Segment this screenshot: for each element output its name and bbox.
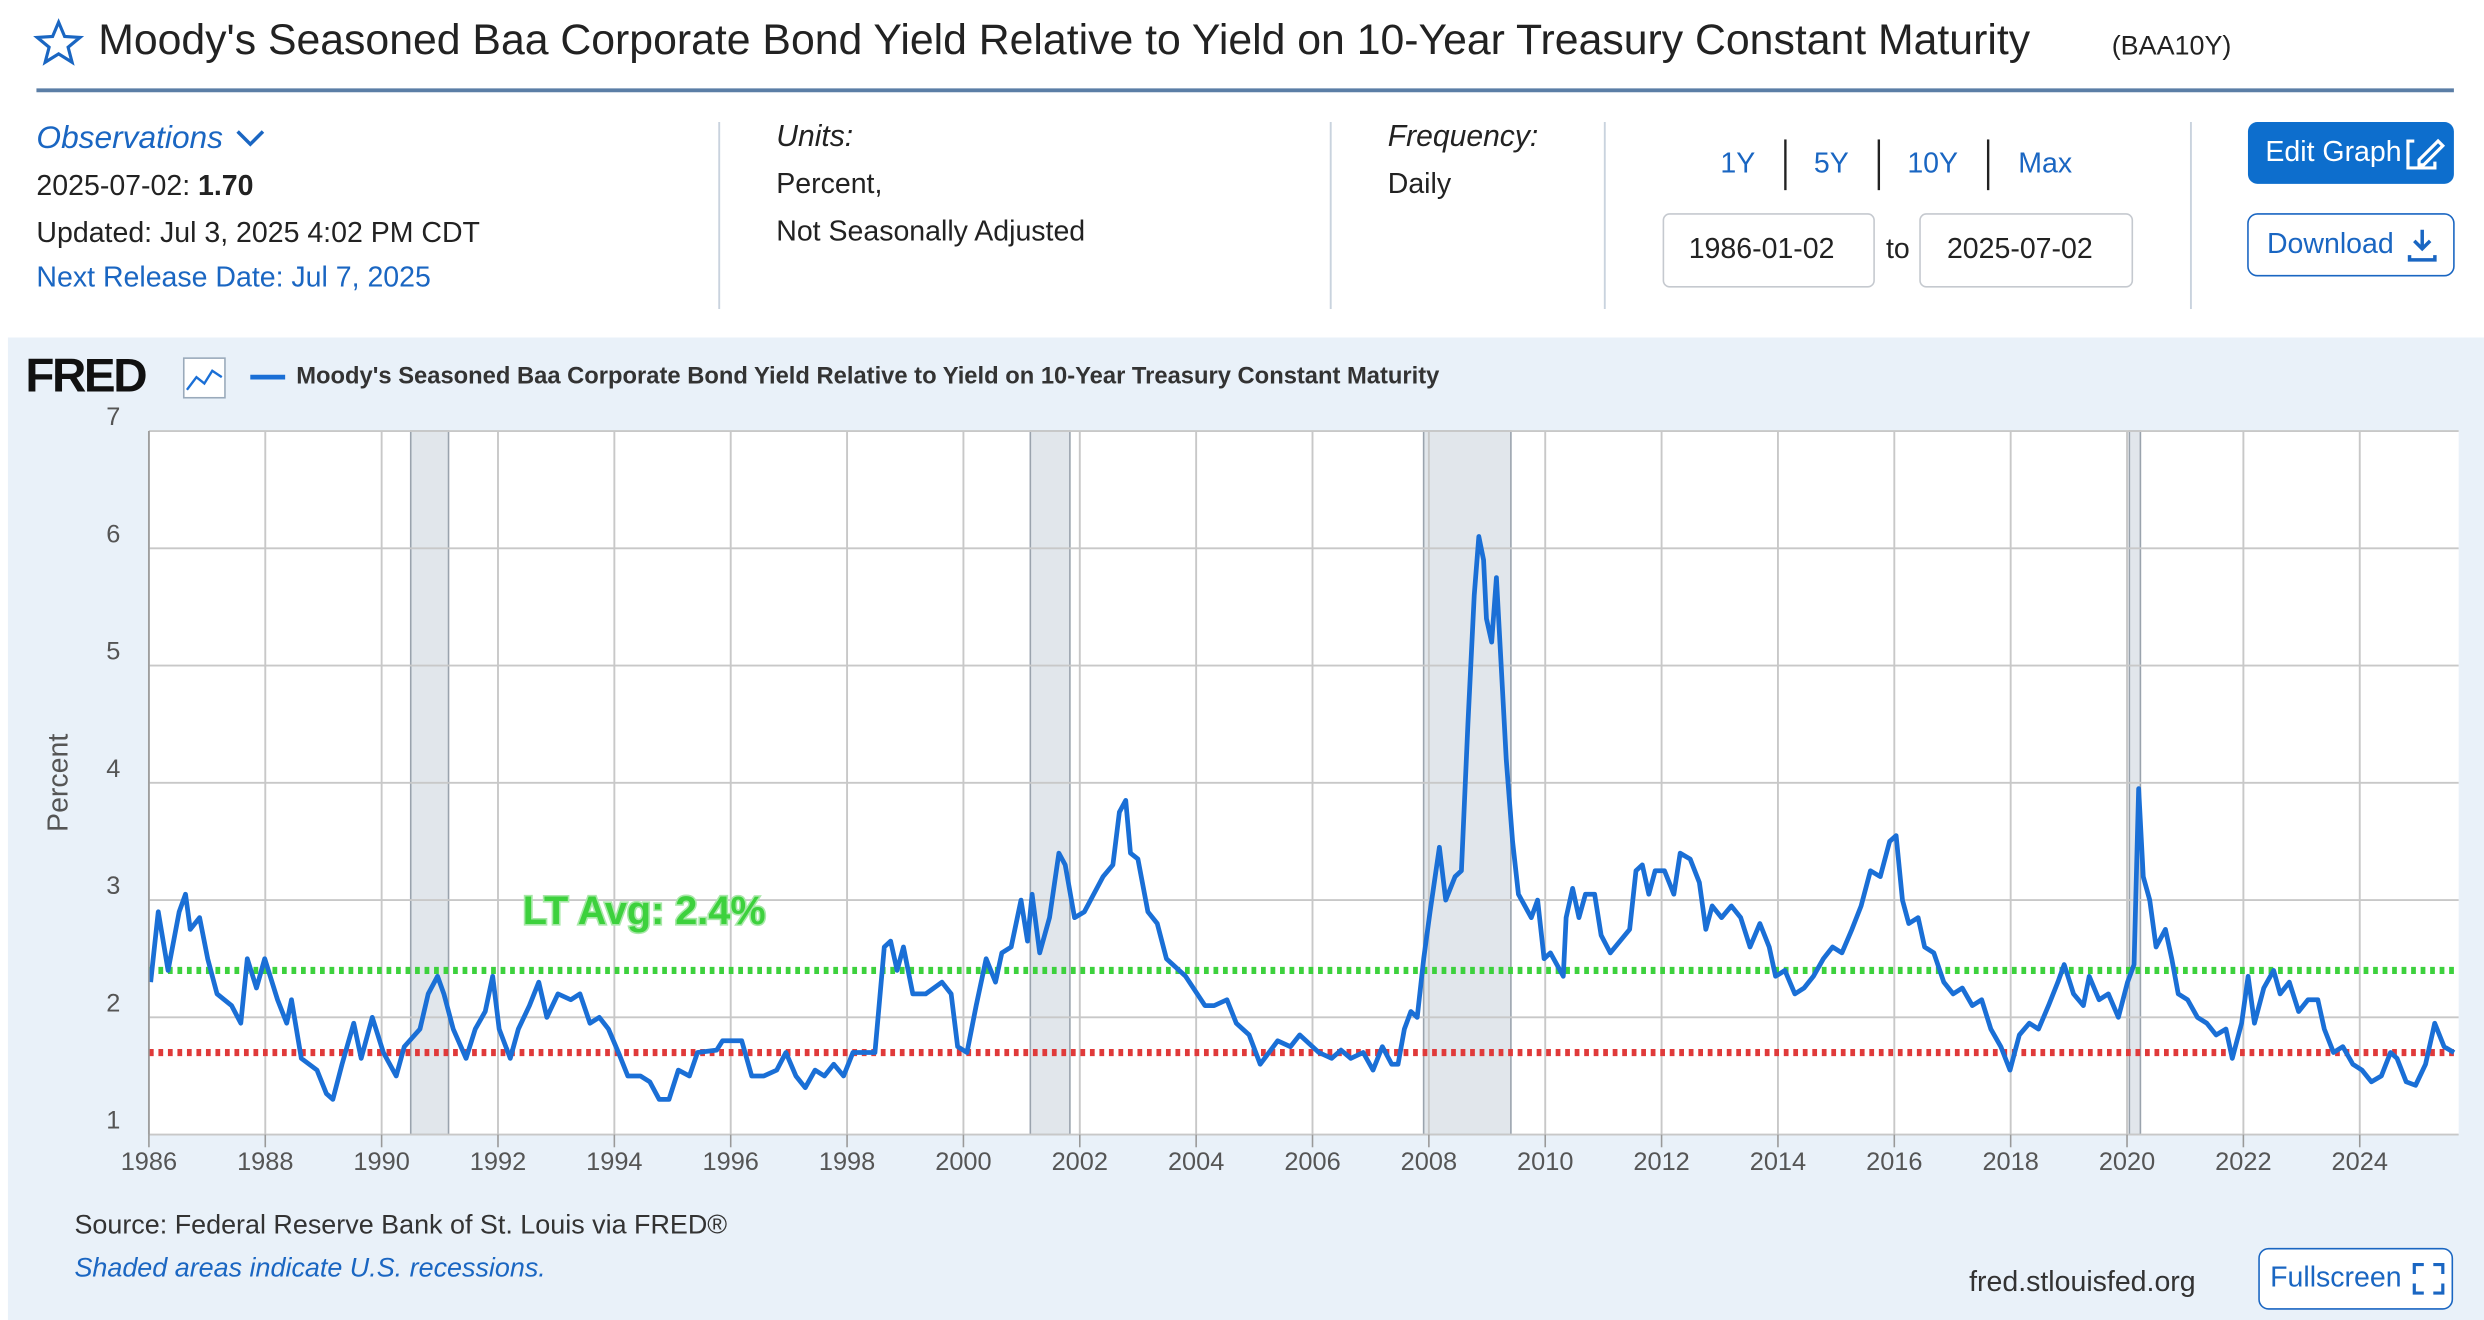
x-tick-label: 2020 (2099, 1148, 2155, 1176)
logo-icon (182, 357, 226, 399)
x-tick-label: 2024 (2332, 1148, 2388, 1176)
range-button[interactable]: 10Y (1907, 147, 1958, 179)
site[interactable]: fred.stlouisfed.org (1969, 1266, 2196, 1298)
start-date: 1986-01-02 (1689, 233, 1835, 265)
observation: 2025-07-02: 1.70 (36, 170, 253, 202)
units-label: Units: (776, 120, 853, 153)
fullscreen-icon (2412, 1262, 2445, 1295)
download-label: Download (2267, 228, 2394, 260)
favorite-star[interactable] (33, 18, 85, 66)
observation-date: 2025-07-02: (36, 170, 190, 202)
x-tick-label: 2004 (1168, 1148, 1224, 1176)
x-tick-label: 1988 (237, 1148, 293, 1176)
page-title: Moody's Seasoned Baa Corporate Bond Yiel… (98, 16, 2031, 64)
y-tick-label: 2 (106, 989, 120, 1017)
x-tick-label: 2014 (1750, 1148, 1806, 1176)
fullscreen-label: Fullscreen (2270, 1261, 2401, 1293)
y-tick-label: 1 (106, 1107, 120, 1135)
y-tick-label: 4 (106, 755, 120, 783)
x-tick-label: 1990 (353, 1148, 409, 1176)
fullscreen-button[interactable] (2258, 1247, 2454, 1310)
logo-icon-line (185, 369, 223, 391)
x-tick-label: 1986 (121, 1148, 177, 1176)
x-tick-label: 1998 (819, 1148, 875, 1176)
y-tick-label: 6 (106, 520, 120, 548)
x-tick-label: 2012 (1633, 1148, 1689, 1176)
series-line (148, 534, 2456, 1102)
x-tick-label: 2006 (1284, 1148, 1340, 1176)
edit-icon (2406, 138, 2446, 170)
next-release[interactable]: Next Release Date: Jul 7, 2025 (36, 261, 430, 293)
recession-note: Shaded areas indicate U.S. recessions. (74, 1252, 545, 1282)
range-button[interactable]: 1Y (1720, 147, 1755, 179)
frequency-value: Daily (1388, 168, 1452, 200)
x-tick-label: 2000 (935, 1148, 991, 1176)
start-date-input[interactable] (1662, 213, 1875, 288)
download-icon (2407, 229, 2437, 262)
download-button[interactable] (2247, 213, 2455, 277)
end-date: 2025-07-02 (1947, 233, 2093, 265)
units-line: Not Seasonally Adjusted (776, 215, 1085, 247)
fred-logo[interactable]: FRED (25, 349, 148, 402)
observations-toggle[interactable]: Observations (36, 119, 223, 155)
frequency-label: Frequency: (1388, 120, 1539, 153)
chart: Moody's Seasoned Baa Corporate Bond Yiel… (43, 362, 2459, 1176)
edit-graph-label: Edit Graph (2265, 136, 2401, 168)
x-tick-label: 2016 (1866, 1148, 1922, 1176)
x-tick-label: 2008 (1401, 1148, 1457, 1176)
y-tick-label: 5 (106, 638, 120, 666)
x-tick-label: 2002 (1052, 1148, 1108, 1176)
range-button[interactable]: Max (2018, 147, 2072, 179)
units-line: Percent, (776, 168, 882, 200)
range-button[interactable]: 5Y (1814, 147, 1849, 179)
edit-graph-button[interactable] (2247, 122, 2454, 184)
chevron[interactable] (236, 130, 265, 147)
x-tick-label: 2010 (1517, 1148, 1573, 1176)
x-tick-label: 1996 (703, 1148, 759, 1176)
to-label: to (1886, 233, 1910, 265)
observation-value: 1.70 (198, 170, 253, 202)
x-tick-label: 1992 (470, 1148, 526, 1176)
legend-label: Moody's Seasoned Baa Corporate Bond Yiel… (296, 362, 1440, 389)
y-tick-label: 7 (106, 403, 120, 431)
source: Source: Federal Reserve Bank of St. Loui… (74, 1210, 727, 1240)
x-tick-label: 2022 (2215, 1148, 2271, 1176)
end-date-input[interactable] (1919, 213, 2134, 288)
y-tick-label: 3 (106, 872, 120, 900)
updated: Updated: Jul 3, 2025 4:02 PM CDT (36, 217, 480, 249)
reference-label: LT Avg: 2.4% (523, 889, 766, 933)
x-tick-label: 1994 (586, 1148, 642, 1176)
x-tick-label: 2018 (1982, 1148, 2038, 1176)
range-buttons: 1Y 5Y 10Y Max (1720, 147, 2072, 179)
y-axis-label: Percent (43, 734, 75, 832)
series-code: (BAA10Y) (2112, 31, 2232, 61)
